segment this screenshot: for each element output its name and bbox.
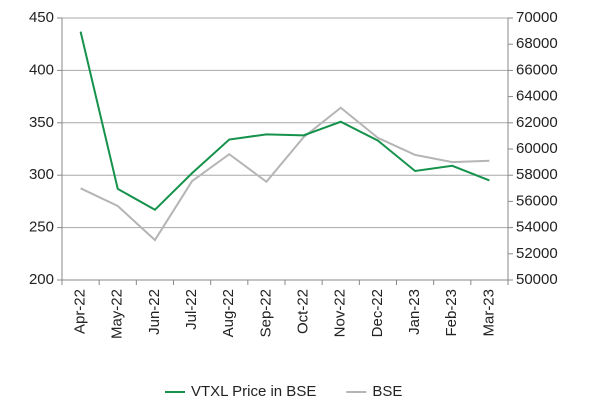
y-tick-label: 200 xyxy=(29,271,54,288)
y2-tick-label: 60000 xyxy=(516,140,558,157)
y-tick-label: 350 xyxy=(29,114,54,131)
y-tick-label: 450 xyxy=(29,9,54,26)
x-tick-label: Oct-22 xyxy=(295,289,312,334)
x-tick-label: May-22 xyxy=(109,289,126,339)
y2-tick-label: 56000 xyxy=(516,192,558,209)
y-tick-label: 250 xyxy=(29,219,54,236)
y2-tick-label: 52000 xyxy=(516,245,558,262)
y-tick-label: 300 xyxy=(29,166,54,183)
y2-tick-label: 54000 xyxy=(516,219,558,236)
y2-tick-label: 68000 xyxy=(516,35,558,52)
x-tick-label: Jun-22 xyxy=(146,289,163,335)
x-tick-label: Nov-22 xyxy=(332,289,349,337)
legend-label: BSE xyxy=(372,383,402,400)
y2-tick-label: 66000 xyxy=(516,61,558,78)
y2-tick-label: 62000 xyxy=(516,114,558,131)
y2-tick-label: 70000 xyxy=(516,9,558,26)
x-tick-label: Sep-22 xyxy=(257,289,274,337)
y-tick-label: 400 xyxy=(29,61,54,78)
legend-label: VTXL Price in BSE xyxy=(191,383,316,400)
x-tick-label: Dec-22 xyxy=(369,289,386,337)
x-tick-label: Jul-22 xyxy=(183,289,200,330)
series-line xyxy=(79,31,490,212)
x-tick-label: Jan-23 xyxy=(406,289,423,335)
y2-tick-label: 50000 xyxy=(516,271,558,288)
series-line xyxy=(80,106,490,242)
y2-tick-label: 58000 xyxy=(516,166,558,183)
x-tick-label: Apr-22 xyxy=(72,289,89,334)
x-tick-label: Feb-23 xyxy=(443,289,460,337)
x-tick-label: Aug-22 xyxy=(220,289,237,337)
x-tick-label: Mar-23 xyxy=(480,289,497,337)
y2-tick-label: 64000 xyxy=(516,88,558,105)
